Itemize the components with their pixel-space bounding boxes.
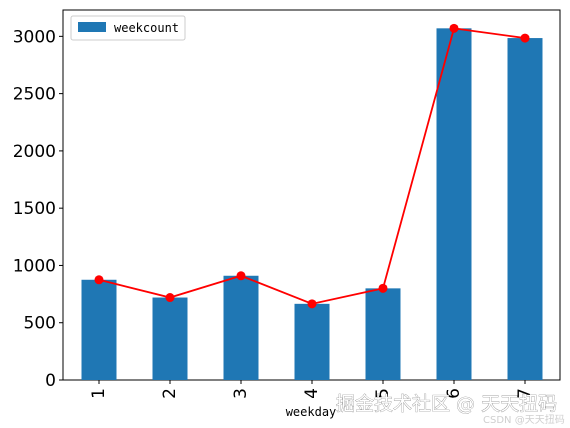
watermark-small: CSDN @天天扭码 [483,413,565,426]
y-tick-label-0: 0 [45,371,56,391]
legend-label-weekcount: weekcount [114,21,179,35]
watermark-main: 掘金技术社区 @ 天天扭码 [336,393,557,415]
y-tick-label-500: 500 [24,314,56,334]
x-tick-label-4: 4 [302,388,322,399]
x-axis: 1 2 3 4 5 6 7 [89,380,535,399]
trend-point-weekday-7 [520,33,530,43]
bar-weekday-6 [436,28,472,380]
x-tick-label-7: 7 [515,388,535,399]
y-tick-label-3000: 3000 [13,27,56,47]
x-tick-label-2: 2 [160,388,180,399]
bar-weekday-3 [223,275,259,380]
x-tick-label-5: 5 [373,388,393,399]
bar-weekday-7 [507,38,543,381]
bar-weekday-1 [81,279,117,380]
trend-point-weekday-6 [449,23,459,33]
x-tick-label-3: 3 [231,388,251,399]
line-series-group [94,23,530,309]
y-tick-label-1000: 1000 [13,256,56,276]
x-axis-label: weekday [286,405,337,419]
y-tick-label-2000: 2000 [13,142,56,162]
bar-weekday-5 [365,288,401,380]
y-tick-label-1500: 1500 [13,199,56,219]
trend-point-weekday-1 [94,275,104,285]
bar-weekday-4 [294,303,330,380]
y-axis: 0 500 1000 1500 2000 2500 3000 [13,27,63,391]
bar-weekday-2 [152,297,188,380]
x-tick-label-6: 6 [444,388,464,399]
legend-swatch-weekcount [78,22,106,32]
trend-point-weekday-3 [236,271,246,281]
trend-point-weekday-5 [378,283,388,293]
x-tick-label-1: 1 [89,388,109,399]
bars-group [81,28,543,381]
legend: weekcount [70,15,186,41]
trend-point-weekday-4 [307,299,317,309]
trend-point-weekday-2 [165,293,175,303]
y-tick-label-2500: 2500 [13,85,56,105]
